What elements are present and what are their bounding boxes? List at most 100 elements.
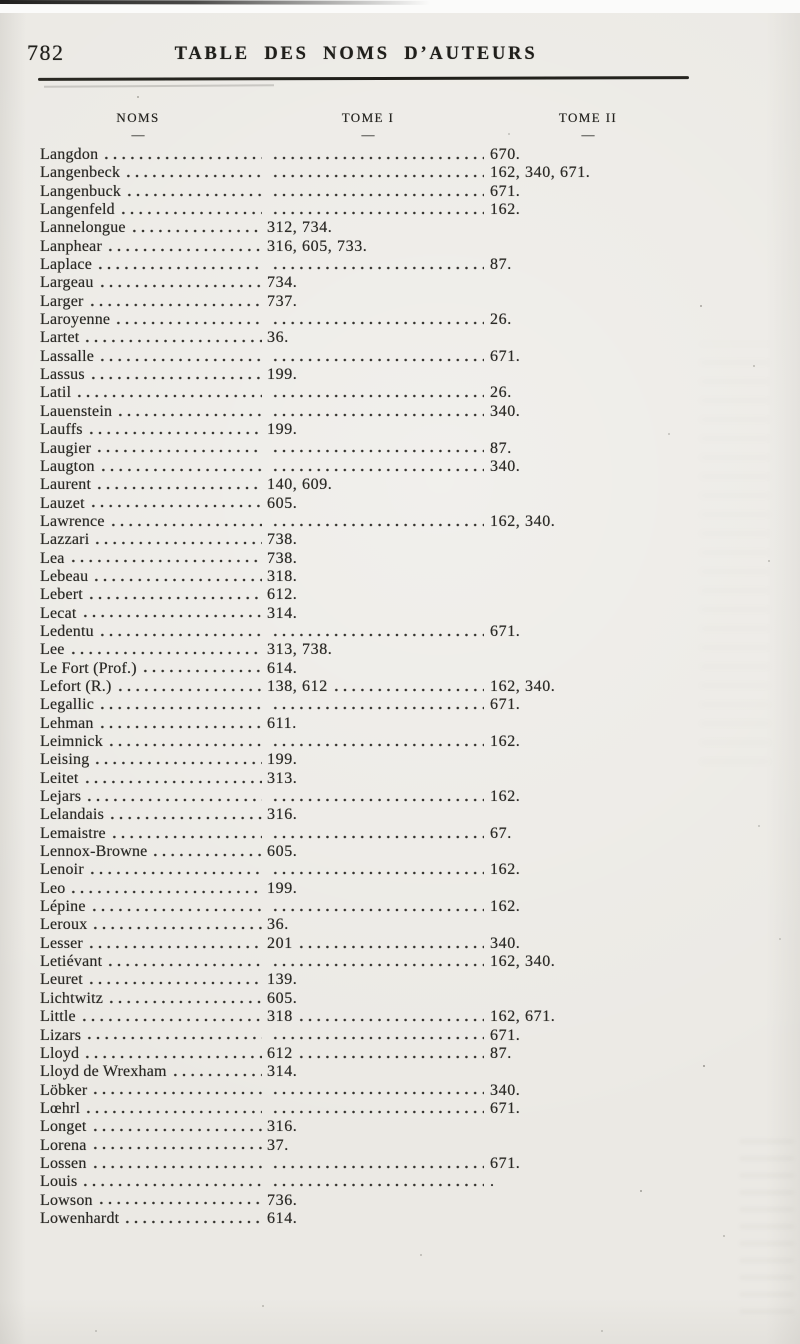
author-name: Lea: [40, 549, 65, 567]
dot-leader: [82, 769, 262, 789]
tome2-pages: 162, 671.: [490, 1008, 556, 1026]
author-name: Larger: [40, 292, 84, 310]
dot-leader: [129, 219, 262, 238]
table-row: Lannelongue 312, 734.: [40, 219, 792, 238]
author-index-rows: Langdon 670. Langenbeck 162, 340, 671. Lange…: [40, 146, 792, 1229]
dot-leader: [271, 622, 484, 642]
dot-leader: [109, 824, 262, 844]
table-row: Lenoir 162.: [40, 861, 792, 880]
table-row: Lejars 162.: [40, 788, 792, 807]
dot-leader: [75, 384, 262, 403]
tome2-pages: 162, 340.: [490, 512, 556, 530]
table-row: Langenbeck 162, 340, 671.: [40, 164, 792, 183]
table-row: Leroux 36.: [40, 916, 792, 935]
page-title: TABLE DES NOMS D’AUTEURS: [174, 44, 538, 64]
dot-leader: [102, 146, 262, 165]
author-name: Lœhrl: [40, 1099, 81, 1117]
table-row: Lefort (R.) 138, 612 162, 340.: [40, 677, 792, 697]
tome1-pages: 316, 605, 733.: [267, 237, 368, 255]
table-row: Laplace 87.: [40, 256, 792, 275]
dot-leader: [93, 531, 262, 550]
tome2-pages: 87.: [490, 1044, 512, 1062]
author-name: Louis: [40, 1173, 78, 1191]
dot-leader: [97, 622, 262, 642]
dot-leader: [271, 1099, 484, 1119]
tome1-pages: 312, 734.: [267, 219, 333, 237]
table-row: Latil 26.: [40, 384, 792, 403]
tome2-pages: 162.: [490, 898, 521, 916]
tome2-pages: 162.: [490, 861, 521, 879]
dot-leader: [95, 476, 262, 495]
tome2-pages: 340.: [490, 402, 521, 420]
tome1-pages: 738.: [267, 549, 298, 567]
column-header-noms: NOMS —: [78, 110, 198, 143]
dot-leader: [124, 164, 262, 183]
dot-leader: [86, 934, 262, 954]
tome1-pages: 738.: [267, 531, 298, 549]
dot-leader: [125, 182, 262, 202]
dot-leader: [108, 806, 262, 825]
dot-leader: [115, 677, 262, 697]
author-name: Leroux: [40, 916, 88, 934]
dot-leader: [97, 274, 262, 293]
author-name: Lesser: [40, 934, 83, 952]
dot-leader: [271, 733, 484, 752]
author-name: Largeau: [40, 274, 94, 292]
table-row: Lea 738.: [40, 549, 792, 568]
tome1-pages: 734.: [267, 274, 298, 292]
dot-leader: [271, 146, 484, 165]
tome2-pages: 162.: [490, 201, 521, 219]
dot-leader: [88, 366, 262, 385]
dot-leader: [84, 1099, 262, 1119]
tome2-pages: 671.: [490, 182, 521, 200]
tome1-pages: 36.: [267, 329, 289, 347]
column-header-tome2: TOME II —: [528, 110, 648, 143]
table-row: Leitet 313.: [40, 769, 792, 789]
tome1-pages: 318: [267, 1008, 293, 1026]
dot-leader: [271, 311, 484, 330]
table-row: Lazzari 738.: [40, 531, 792, 550]
dot-leader: [86, 586, 262, 605]
header-rule: [37, 76, 690, 81]
dot-leader: [85, 1026, 262, 1045]
author-name: Lichtwitz: [40, 989, 104, 1007]
tome1-pages: 314.: [267, 604, 298, 622]
dot-leader: [68, 641, 262, 660]
dot-leader: [140, 659, 262, 678]
dot-leader: [88, 494, 262, 513]
tome1-pages: 611.: [267, 714, 297, 732]
dot-leader: [81, 1173, 262, 1192]
tome2-pages: 87.: [490, 256, 512, 274]
table-row: Lebert 612.: [40, 586, 792, 605]
dot-leader: [296, 934, 484, 954]
author-name: Leuret: [40, 971, 83, 989]
bleed-through-artifact: [700, 343, 770, 763]
dot-leader: [271, 1026, 484, 1045]
table-row: Lassalle 671.: [40, 347, 792, 367]
author-name: Longet: [40, 1118, 87, 1136]
author-name: Lossen: [40, 1154, 87, 1172]
author-name: Legallic: [40, 696, 95, 714]
author-name: Langenbeck: [40, 164, 121, 182]
dot-leader: [96, 1191, 262, 1210]
dot-leader: [296, 1044, 484, 1064]
dot-leader: [91, 1081, 262, 1100]
tome1-pages: 612.: [267, 586, 298, 604]
author-name: Laplace: [40, 256, 93, 274]
table-row: Lauffs 199.: [40, 421, 792, 440]
tome2-pages: 26.: [490, 384, 512, 402]
table-row: Langdon 670.: [40, 146, 792, 165]
dot-leader: [91, 916, 262, 935]
author-name: Lorena: [40, 1136, 87, 1154]
dot-leader: [271, 384, 484, 403]
dot-leader: [69, 879, 262, 899]
dot-leader: [87, 292, 262, 312]
table-row: Lennox-Browne 605.: [40, 843, 792, 862]
dot-leader: [271, 347, 484, 367]
table-row: Letiévant 162, 340.: [40, 953, 792, 972]
tome2-pages: 26.: [490, 311, 512, 329]
dot-leader: [271, 201, 484, 220]
author-name: Lartet: [40, 329, 80, 347]
column-label: TOME I: [341, 110, 395, 125]
author-name: Lassus: [40, 366, 85, 384]
